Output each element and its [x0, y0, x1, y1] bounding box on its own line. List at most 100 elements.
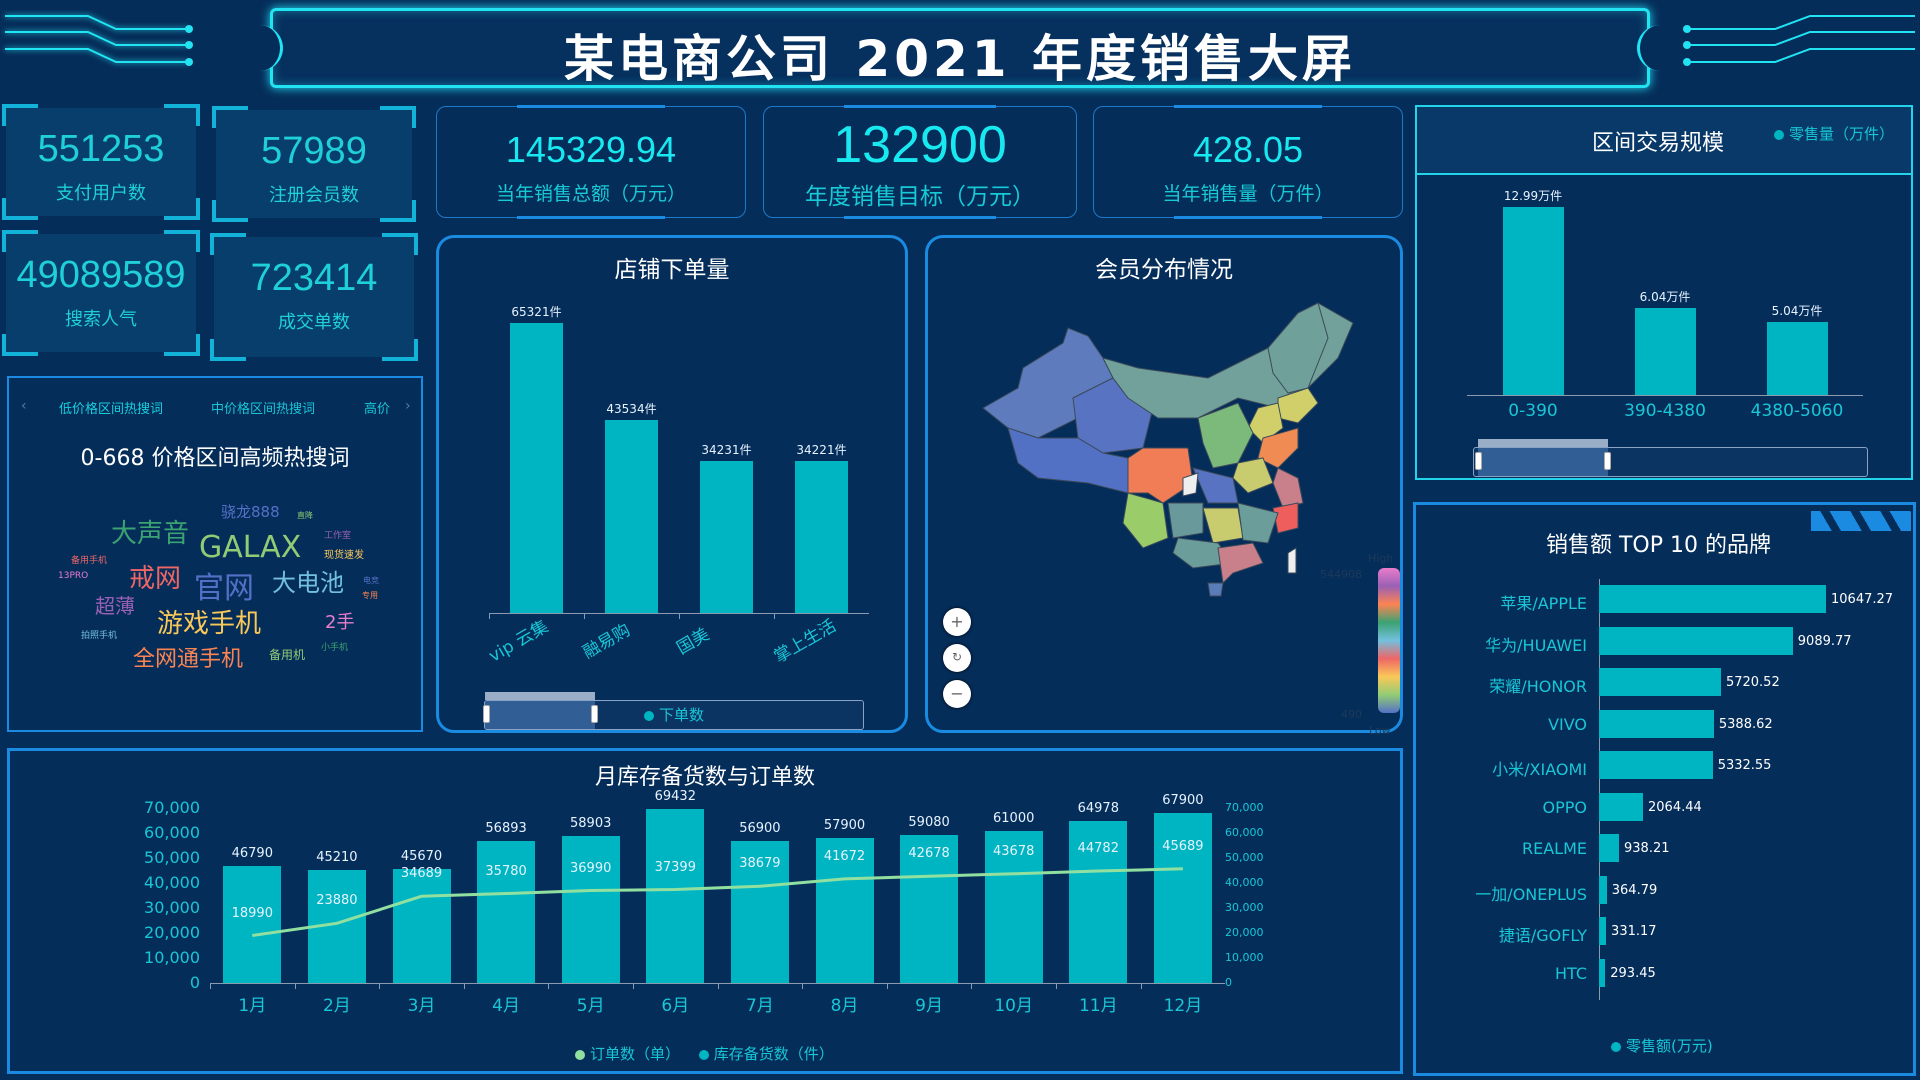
- hot-words-title: 0-668 价格区间高频热搜词: [80, 446, 350, 471]
- kpi-annual-sales-volume: 428.05 当年销售量（万件）: [1093, 105, 1403, 219]
- legend-label: 订单数（单）: [590, 1045, 681, 1063]
- hot-word[interactable]: 大电池: [272, 569, 344, 597]
- bar-value-label: 34221件: [796, 443, 847, 458]
- hot-word[interactable]: 2手: [325, 612, 355, 633]
- visual-map-slider[interactable]: [1378, 568, 1400, 713]
- bar: [1153, 813, 1212, 983]
- bar: [1599, 792, 1643, 821]
- bar-value-label: 331.17: [1611, 924, 1657, 939]
- legend-inventory[interactable]: 库存备货数（件）: [698, 1045, 834, 1063]
- hot-word[interactable]: 超薄: [95, 594, 135, 618]
- tick: [584, 613, 585, 619]
- header-decor-left: [0, 10, 200, 70]
- bar-value-label: 45210: [316, 849, 358, 865]
- visual-map-high-label: High: [1368, 552, 1394, 565]
- chevron-left-icon[interactable]: ‹: [21, 398, 27, 414]
- bar: [477, 840, 536, 983]
- line-value-label: 45689: [1162, 838, 1204, 854]
- kpi-search-popularity: 49089589 搜索人气: [2, 230, 200, 356]
- brand-label: REALME: [1522, 839, 1587, 858]
- brand-label: HTC: [1554, 963, 1587, 983]
- bar-value-label: 64978: [1077, 800, 1119, 816]
- china-map[interactable]: [978, 278, 1358, 598]
- hot-word[interactable]: GALAX: [199, 530, 302, 565]
- hot-word[interactable]: 游戏手机: [157, 609, 262, 639]
- hot-word[interactable]: 官网: [194, 571, 254, 606]
- hot-word[interactable]: 全网通手机: [133, 647, 244, 672]
- bar-value-label: 12.99万件: [1503, 189, 1563, 203]
- data-zoom-slider[interactable]: [483, 692, 864, 730]
- bar-value-label: 6.04万件: [1639, 289, 1691, 304]
- bar-value-label: 46790: [231, 846, 273, 862]
- line-value-label: 35780: [485, 863, 527, 879]
- hot-word[interactable]: 戒网: [129, 564, 182, 594]
- tick: [633, 983, 634, 989]
- hot-word[interactable]: 小手机: [321, 643, 349, 653]
- chevron-right-icon[interactable]: ›: [405, 398, 411, 414]
- hot-word[interactable]: 拍照手机: [81, 631, 118, 641]
- zoom-in-button[interactable]: +: [943, 608, 971, 636]
- tab-mid-price[interactable]: 中价格区间热搜词: [211, 402, 316, 417]
- hot-word[interactable]: 电竞: [363, 576, 379, 585]
- page-title: 某电商公司 2021 年度销售大屏: [564, 30, 1356, 88]
- kpi-label: 年度销售目标（万元）: [805, 184, 1035, 210]
- legend-label: 库存备货数（件）: [713, 1045, 834, 1063]
- y-axis-right-label: 20,000: [1225, 926, 1264, 939]
- kpi-paying-users: 551253 支付用户数: [2, 104, 200, 220]
- store-orders-panel: 店铺下单量 65321件 vip 云集 43534件 融易购 34231件 国美 34221…: [436, 235, 908, 733]
- hot-word[interactable]: 工作室: [324, 531, 352, 541]
- bar-value-label: 67900: [1162, 793, 1204, 809]
- y-axis-label: 40,000: [144, 873, 200, 892]
- bar-value-label: 61000: [993, 810, 1035, 826]
- tab-high-price[interactable]: 高价: [364, 402, 391, 417]
- hot-word[interactable]: 现货速发: [324, 550, 364, 561]
- legend-orders[interactable]: 订单数（单）: [575, 1045, 680, 1063]
- bar-value-label: 57900: [823, 818, 866, 834]
- store-orders-legend[interactable]: 下单数: [644, 704, 704, 725]
- reset-view-button[interactable]: ↻: [943, 644, 971, 672]
- bar-value-label: 43534件: [606, 401, 657, 416]
- zoom-out-button[interactable]: −: [943, 680, 971, 708]
- top-brands-legend[interactable]: 零售额(万元): [1611, 1035, 1713, 1056]
- x-axis-label: 12月: [1163, 996, 1203, 1016]
- x-axis-label: 4380-5060: [1750, 401, 1844, 421]
- brand-label: 华为/HUAWEI: [1485, 635, 1587, 655]
- slider-handle-left[interactable]: [1475, 452, 1482, 470]
- kpi-registered-members: 57989 注册会员数: [212, 106, 416, 222]
- brand-label: 一加/ONEPLUS: [1475, 884, 1587, 904]
- x-axis-label: vip 云集: [485, 616, 552, 667]
- hot-word[interactable]: 专用: [362, 591, 378, 600]
- tick: [717, 983, 719, 989]
- kpi-label: 注册会员数: [269, 185, 359, 206]
- tick: [294, 983, 296, 989]
- x-axis-label: 6月: [661, 996, 690, 1016]
- x-axis: [1467, 395, 1863, 396]
- hot-word[interactable]: 大声音: [111, 519, 190, 549]
- interval-trade-title: 区间交易规模: [1592, 131, 1725, 156]
- store-orders-title: 店铺下单量: [614, 257, 730, 283]
- slider-handle-left[interactable]: [483, 705, 490, 723]
- x-axis-label: 掌上生活: [770, 616, 840, 668]
- kpi-label: 成交单数: [278, 312, 350, 333]
- brand-label: OPPO: [1542, 797, 1587, 817]
- hot-word[interactable]: 备用手机: [71, 556, 108, 566]
- hot-word[interactable]: 13PRO: [58, 571, 89, 581]
- hot-word[interactable]: 直降: [297, 511, 313, 520]
- y-axis-right-label: 70,000: [1225, 801, 1264, 814]
- brand-label: 捷语/GOFLY: [1498, 926, 1587, 945]
- tick: [886, 983, 888, 989]
- tab-low-price[interactable]: 低价格区间热搜词: [59, 402, 164, 417]
- slider-handle-right[interactable]: [591, 705, 598, 723]
- inventory-orders-panel: 月库存备货数与订单数 70,000 70,000 60,000 60,000 50,00…: [7, 748, 1403, 1074]
- bar: [984, 830, 1043, 983]
- bar: [1599, 709, 1714, 738]
- hot-word[interactable]: 骁龙888: [221, 503, 280, 521]
- bar: [1599, 668, 1721, 696]
- hot-word[interactable]: 备用机: [269, 648, 306, 662]
- kpi-deal-orders: 723414 成交单数: [210, 233, 418, 361]
- slider-handle-right[interactable]: [1604, 452, 1611, 470]
- data-zoom-slider[interactable]: [1473, 439, 1868, 477]
- kpi-value: 428.05: [1192, 129, 1304, 170]
- inventory-orders-legend[interactable]: 订单数（单） 库存备货数（件）: [575, 1043, 834, 1064]
- interval-trade-legend[interactable]: 零售量（万件）: [1774, 123, 1894, 144]
